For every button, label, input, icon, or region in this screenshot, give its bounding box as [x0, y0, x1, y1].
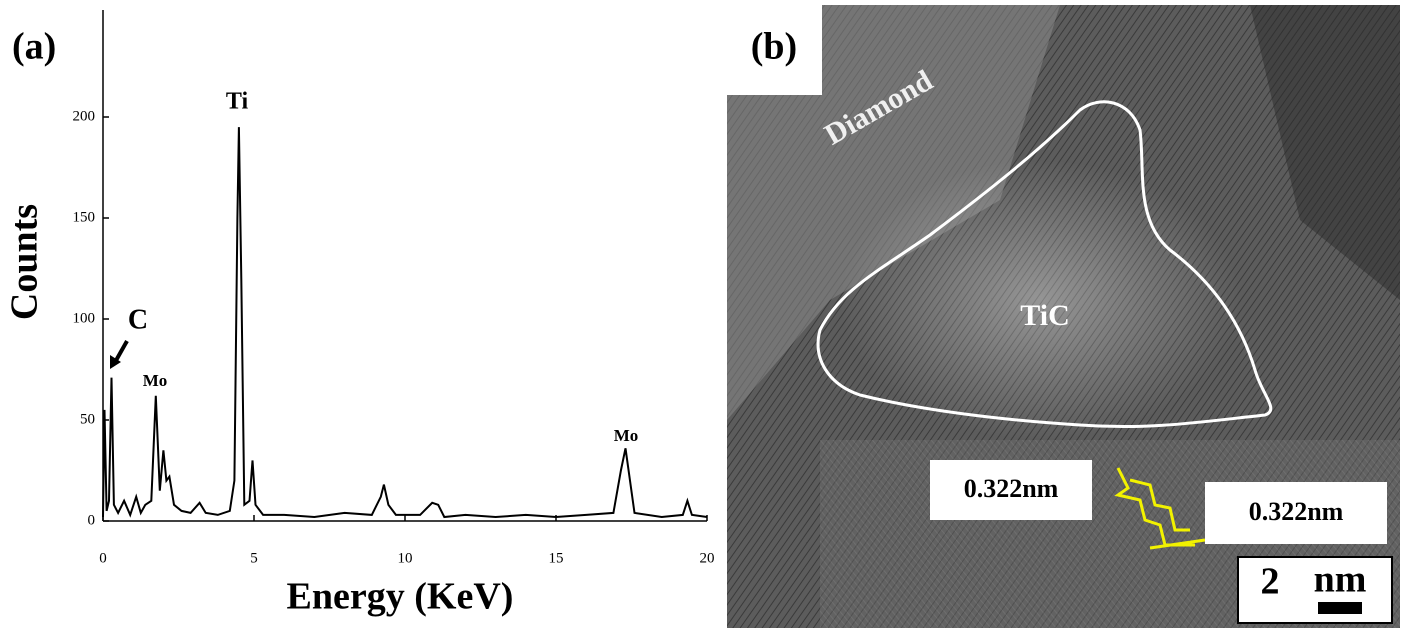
y-tick-label: 0	[88, 512, 96, 528]
y-tick-label: 150	[73, 209, 96, 225]
peak-label: Mo	[143, 371, 168, 390]
x-tick-label: 20	[700, 550, 715, 566]
scale-unit: nm	[1314, 559, 1367, 601]
arrow-head	[110, 355, 121, 369]
y-tick-label: 100	[73, 310, 96, 326]
highlight	[840, 160, 1240, 440]
panel-label: (a)	[12, 26, 56, 68]
peak-label: Ti	[226, 89, 249, 115]
spacing-label: 0.322nm	[1249, 497, 1344, 526]
scale-value: 2	[1261, 561, 1280, 603]
spacing-label: 0.322nm	[964, 474, 1059, 503]
y-tick-label: 200	[73, 108, 96, 124]
x-axis-title: Energy (KeV)	[287, 576, 514, 618]
tic-outline	[816, 100, 1273, 429]
x-tick-label: 15	[549, 550, 564, 566]
spacing-marker	[1114, 467, 1206, 550]
scale-bar	[1318, 602, 1362, 614]
peak-label: Mo	[614, 426, 639, 445]
spectrum-line	[102, 127, 708, 519]
region-label: TiC	[1020, 299, 1069, 332]
x-tick-label: 0	[99, 550, 107, 566]
dark-region	[1250, 5, 1400, 300]
label-box	[930, 460, 1092, 520]
y-tick-label: 50	[80, 411, 95, 427]
panel-label: (b)	[751, 26, 797, 68]
tem-image	[727, 5, 1400, 628]
label-box	[1205, 482, 1387, 544]
x-tick-label: 10	[398, 550, 413, 566]
peak-label: C	[128, 304, 148, 335]
label-box	[727, 5, 822, 95]
y-axis-title: Counts	[4, 204, 46, 320]
scale-box	[1237, 556, 1393, 624]
x-tick-label: 5	[250, 550, 258, 566]
